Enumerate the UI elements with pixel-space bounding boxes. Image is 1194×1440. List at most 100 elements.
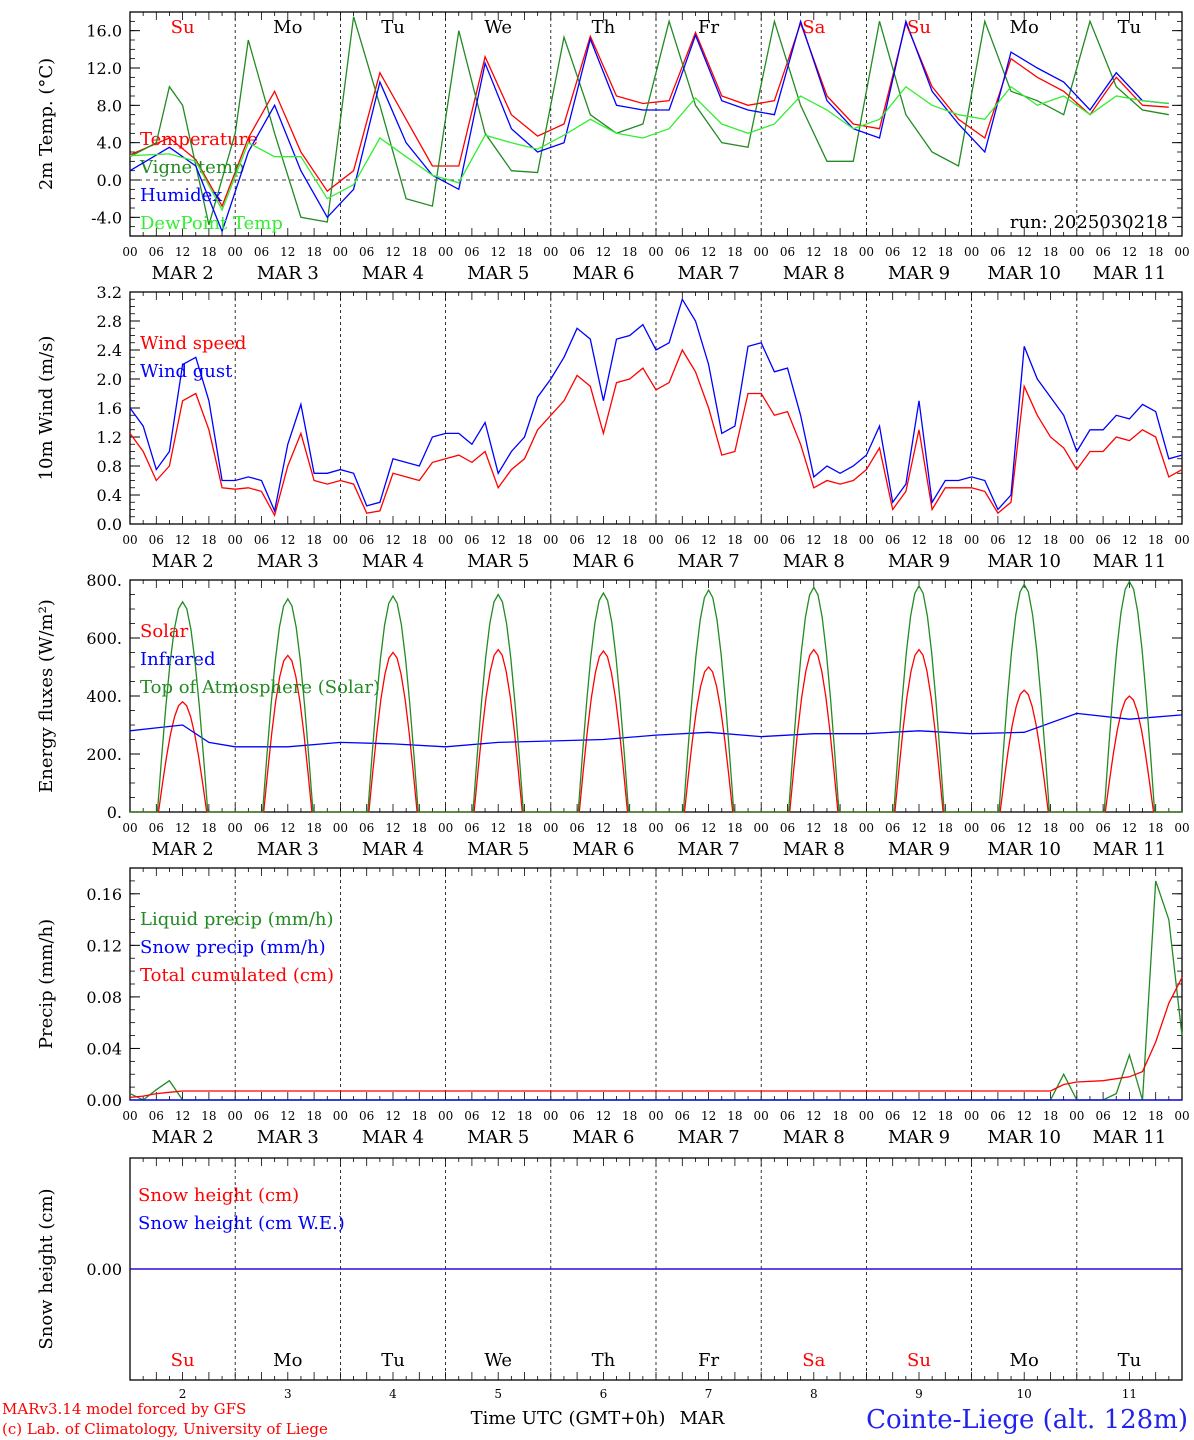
x-hour-label: 06 [464,533,479,547]
x-hour-label: 18 [832,821,847,835]
series-line [129,21,1169,208]
legend-entry: Solar [140,621,189,642]
x-date-label: MAR 3 [257,839,319,860]
x-date-label: MAR 4 [362,839,424,860]
x-date-label: MAR 2 [152,551,214,572]
x-hour-label: 00 [543,1109,558,1123]
x-hour-label: 18 [412,1109,427,1123]
x-date-label: MAR 11 [1093,1127,1167,1148]
x-hour-label: 00 [543,245,558,259]
y-tick-label: 600. [86,629,122,648]
x-hour-label: 06 [675,1109,690,1123]
x-date-label: MAR 8 [783,839,845,860]
y-tick-label: 1.6 [97,399,122,418]
x-month-label: MAR [680,1408,725,1429]
x-hour-label: 18 [201,245,216,259]
x-hour-label: 00 [122,821,137,835]
x-hour-label: 18 [412,245,427,259]
y-tick-label: 800. [86,571,122,590]
x-hour-label: 18 [1148,533,1163,547]
x-hour-label: 06 [885,533,900,547]
x-hour-label: 12 [385,533,400,547]
x-date-label: MAR 2 [152,263,214,284]
x-hour-label: 18 [727,1109,742,1123]
x-date-number: 10 [1017,1387,1032,1401]
x-hour-label: 18 [201,821,216,835]
x-date-label: MAR 10 [987,551,1061,572]
legend-entry: DewPoint Temp [140,213,283,234]
x-hour-label: 18 [201,1109,216,1123]
x-date-number: 2 [179,1387,187,1401]
y-tick-label: 2.0 [97,370,122,389]
x-hour-label: 00 [964,821,979,835]
legend-entry: Vigne temp [139,157,244,178]
x-hour-label: 12 [175,1109,190,1123]
x-hour-label: 00 [333,245,348,259]
x-date-label: MAR 7 [678,551,740,572]
x-hour-label: 12 [596,1109,611,1123]
x-hour-label: 00 [122,245,137,259]
x-hour-label: 00 [333,1109,348,1123]
x-date-label: MAR 11 [1093,839,1167,860]
x-hour-label: 12 [701,821,716,835]
x-hour-label: 18 [938,1109,953,1123]
series-line [129,348,1183,518]
x-hour-label: 00 [543,821,558,835]
y-tick-label: 0.00 [86,1091,122,1110]
x-hour-label: 00 [859,245,874,259]
x-hour-label: 12 [1017,821,1032,835]
y-tick-label: 0.08 [86,988,122,1007]
x-hour-label: 12 [911,821,926,835]
x-hour-label: 18 [306,533,321,547]
x-hour-label: 12 [596,821,611,835]
y-tick-label: 0.8 [97,457,122,476]
x-hour-label: 18 [517,245,532,259]
x-hour-label: 06 [1095,1109,1110,1123]
y-tick-label: 0.16 [86,885,122,904]
day-of-week-label: Su [171,17,195,38]
x-hour-label: 12 [1017,245,1032,259]
x-hour-label: 18 [306,821,321,835]
series-line [129,297,1183,514]
x-hour-label: 00 [1174,821,1189,835]
x-hour-label: 12 [175,533,190,547]
x-hour-label: 06 [990,533,1005,547]
x-hour-label: 00 [333,821,348,835]
x-hour-label: 12 [1122,1109,1137,1123]
x-hour-label: 18 [832,245,847,259]
y-tick-label: 3.2 [97,283,122,302]
x-hour-label: 18 [306,245,321,259]
x-date-label: MAR 8 [783,263,845,284]
x-hour-label: 06 [149,1109,164,1123]
x-date-label: MAR 6 [572,1127,634,1148]
x-hour-label: 12 [1122,245,1137,259]
x-hour-label: 06 [464,245,479,259]
legend-entry: Total cumulated (cm) [140,965,334,986]
x-hour-label: 00 [754,533,769,547]
x-hour-label: 06 [990,821,1005,835]
x-hour-label: 12 [491,1109,506,1123]
y-tick-label: 0.0 [97,515,122,534]
x-hour-label: 18 [832,533,847,547]
x-hour-label: 00 [1174,245,1189,259]
x-hour-label: 00 [333,533,348,547]
x-hour-label: 06 [569,533,584,547]
x-hour-label: 18 [1148,821,1163,835]
x-hour-label: 00 [438,245,453,259]
x-hour-label: 06 [885,821,900,835]
x-date-label: MAR 10 [987,263,1061,284]
x-date-label: MAR 4 [362,551,424,572]
x-date-label: MAR 2 [152,1127,214,1148]
series-line [129,712,1183,748]
lab-credit: (c) Lab. of Climatology, University of L… [2,1420,328,1438]
x-date-label: MAR 6 [572,263,634,284]
day-of-week-label: Su [171,1350,195,1371]
x-hour-label: 18 [1043,821,1058,835]
series-line [129,977,1183,1099]
x-hour-label: 06 [149,533,164,547]
legend-entry: Temperature [140,129,258,150]
x-hour-label: 18 [201,533,216,547]
x-hour-label: 18 [622,821,637,835]
x-hour-label: 00 [438,1109,453,1123]
x-hour-label: 18 [517,821,532,835]
